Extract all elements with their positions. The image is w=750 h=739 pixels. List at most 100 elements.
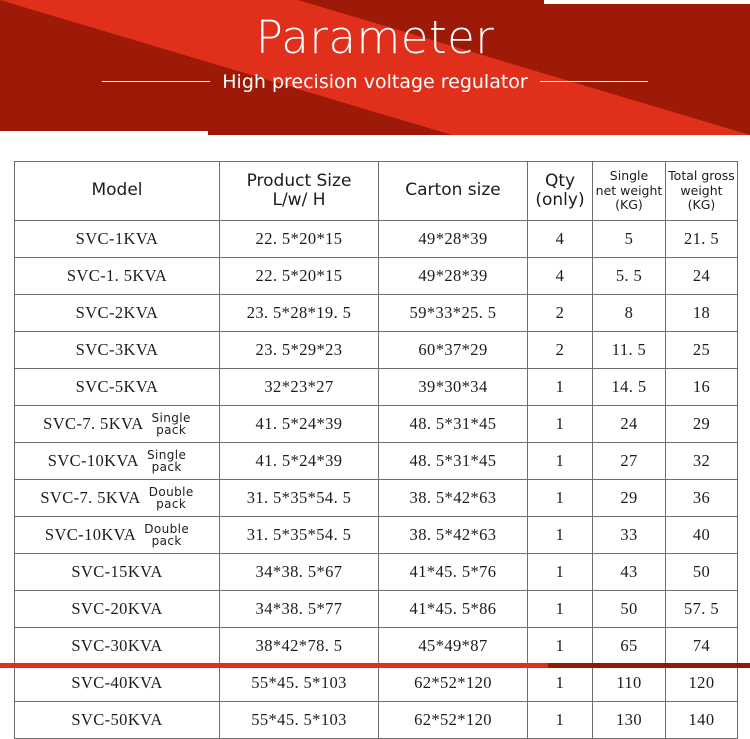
cell-carton-size: 60*37*29 [378, 331, 528, 369]
model-name: SVC-2KVA [75, 303, 159, 322]
table-header: Model Product Size L/w/ H Carton size Qt… [14, 161, 738, 221]
cell-net-weight: 33 [592, 516, 666, 554]
model-name: SVC-40KVA [71, 673, 163, 692]
footer-bar-bright [0, 663, 548, 668]
cell-model: SVC-1. 5KVA [14, 257, 220, 295]
cell-net-weight: 43 [592, 553, 666, 591]
cell-qty: 1 [527, 479, 593, 517]
model-name: SVC-20KVA [71, 599, 163, 618]
cell-carton-size: 48. 5*31*45 [378, 405, 528, 443]
model-cell-inner: SVC-7. 5KVA Single pack [15, 406, 219, 442]
cell-net-weight: 27 [592, 442, 666, 480]
cell-carton-size: 49*28*39 [378, 257, 528, 295]
subtitle-rule-right [539, 81, 648, 83]
model-cell-inner: SVC-20KVA [15, 591, 219, 627]
cell-gross-weight: 21. 5 [665, 220, 738, 258]
model-cell-inner: SVC-5KVA [15, 369, 219, 405]
cell-qty: 2 [527, 294, 593, 332]
table-row: SVC-30KVA 38*42*78. 5 45*49*87 1 65 74 [14, 627, 738, 665]
cell-qty: 1 [527, 442, 593, 480]
cell-qty: 1 [527, 405, 593, 443]
qty-line1: Qty [544, 170, 576, 191]
qty-line2: (only) [535, 190, 585, 210]
model-name: SVC-15KVA [71, 562, 163, 581]
product-size-line1: Product Size [246, 170, 352, 191]
model-name: SVC-1KVA [75, 229, 159, 248]
net-weight-line1: Single [609, 168, 649, 184]
cell-product-size: 32*23*27 [219, 368, 379, 406]
model-name: SVC-7. 5KVA [43, 414, 144, 433]
table-row: SVC-7. 5KVA Single pack 41. 5*24*39 48. 5*3… [14, 405, 738, 443]
gross-weight-line1: Total gross [668, 168, 735, 184]
model-cell-inner: SVC-10KVA Double pack [15, 517, 219, 553]
column-header-gross-weight: Total gross weight (KG) [665, 161, 738, 221]
model-cell-inner: SVC-3KVA [15, 332, 219, 368]
page-banner: Parameter High precision voltage regulat… [0, 0, 750, 135]
cell-qty: 1 [527, 701, 593, 739]
cell-carton-size: 39*30*34 [378, 368, 528, 406]
table-row: SVC-10KVA Single pack 41. 5*24*39 48. 5*31*… [14, 442, 738, 480]
gross-weight-line2: weight [680, 182, 723, 198]
cell-product-size: 31. 5*35*54. 5 [219, 479, 379, 517]
cell-gross-weight: 24 [665, 257, 738, 295]
cell-carton-size: 41*45. 5*86 [378, 590, 528, 628]
table-row: SVC-10KVA Double pack 31. 5*35*54. 5 38. 5*… [14, 516, 738, 554]
cell-qty: 1 [527, 590, 593, 628]
cell-qty: 1 [527, 627, 593, 665]
cell-gross-weight: 57. 5 [665, 590, 738, 628]
cell-carton-size: 49*28*39 [378, 220, 528, 258]
model-name: SVC-10KVA [44, 525, 137, 544]
cell-model: SVC-1KVA [14, 220, 220, 258]
cell-model: SVC-7. 5KVA Single pack [14, 405, 220, 443]
model-name: SVC-30KVA [71, 636, 163, 655]
table-row: SVC-7. 5KVA Double pack 31. 5*35*54. 5 38. … [14, 479, 738, 517]
banner-subtitle-row: High precision voltage regulator [102, 71, 648, 93]
cell-gross-weight: 120 [665, 664, 738, 702]
specification-table: Model Product Size L/w/ H Carton size Qt… [14, 161, 738, 739]
cell-gross-weight: 36 [665, 479, 738, 517]
model-cell-inner: SVC-2KVA [15, 295, 219, 331]
cell-net-weight: 29 [592, 479, 666, 517]
table-body: SVC-1KVA 22. 5*20*15 49*28*39 4 5 21. 5 SVC-1.… [14, 220, 738, 739]
model-cell-inner: SVC-1KVA [15, 221, 219, 257]
column-header-carton-size: Carton size [378, 161, 528, 221]
cell-gross-weight: 40 [665, 516, 738, 554]
cell-model: SVC-50KVA [14, 701, 220, 739]
cell-model: SVC-10KVA Single pack [14, 442, 220, 480]
cell-product-size: 41. 5*24*39 [219, 405, 379, 443]
cell-model: SVC-5KVA [14, 368, 220, 406]
cell-model: SVC-30KVA [14, 627, 220, 665]
cell-product-size: 31. 5*35*54. 5 [219, 516, 379, 554]
cell-carton-size: 38. 5*42*63 [378, 479, 528, 517]
cell-carton-size: 62*52*120 [378, 701, 528, 739]
cell-carton-size: 48. 5*31*45 [378, 442, 528, 480]
table-row: SVC-40KVA 55*45. 5*103 62*52*120 1 110 120 [14, 664, 738, 702]
model-cell-inner: SVC-10KVA Single pack [15, 443, 219, 479]
cell-carton-size: 38. 5*42*63 [378, 516, 528, 554]
net-weight-line2: net weight [595, 182, 663, 198]
model-name: SVC-5KVA [75, 377, 159, 396]
cell-product-size: 23. 5*29*23 [219, 331, 379, 369]
cell-net-weight: 14. 5 [592, 368, 666, 406]
table-row: SVC-5KVA 32*23*27 39*30*34 1 14. 5 16 [14, 368, 738, 406]
model-name: SVC-7. 5KVA [40, 488, 141, 507]
model-cell-inner: SVC-50KVA [15, 702, 219, 738]
model-cell-inner: SVC-30KVA [15, 628, 219, 664]
product-size-line2: L/w/ H [272, 190, 326, 210]
banner-sliver-bottom [0, 131, 208, 135]
cell-carton-size: 45*49*87 [378, 627, 528, 665]
table-row: SVC-3KVA 23. 5*29*23 60*37*29 2 11. 5 25 [14, 331, 738, 369]
cell-gross-weight: 25 [665, 331, 738, 369]
cell-gross-weight: 29 [665, 405, 738, 443]
cell-product-size: 23. 5*28*19. 5 [219, 294, 379, 332]
cell-model: SVC-3KVA [14, 331, 220, 369]
cell-carton-size: 62*52*120 [378, 664, 528, 702]
cell-carton-size: 59*33*25. 5 [378, 294, 528, 332]
cell-net-weight: 24 [592, 405, 666, 443]
cell-product-size: 34*38. 5*67 [219, 553, 379, 591]
cell-gross-weight: 18 [665, 294, 738, 332]
cell-net-weight: 8 [592, 294, 666, 332]
spec-table-container: Model Product Size L/w/ H Carton size Qt… [14, 161, 738, 739]
banner-text-group: Parameter High precision voltage regulat… [0, 0, 750, 135]
cell-gross-weight: 32 [665, 442, 738, 480]
